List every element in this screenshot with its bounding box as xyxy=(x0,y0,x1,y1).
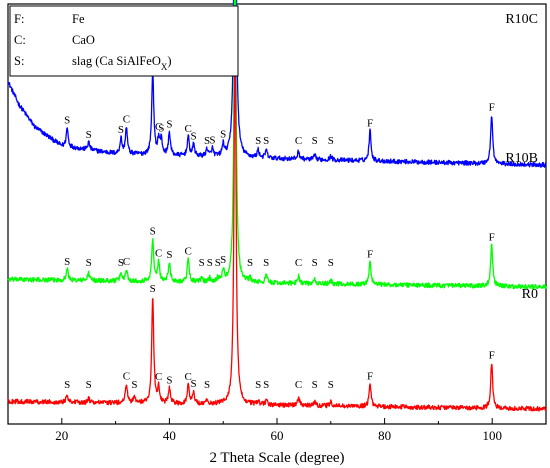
peak-label: C xyxy=(295,379,302,391)
series-layer: R10C R10B R0 xyxy=(7,0,547,412)
peak-label: C xyxy=(295,135,302,147)
peak-label: S xyxy=(166,375,172,387)
series-name-label: R0 xyxy=(522,287,538,302)
legend-suffix: ) xyxy=(167,54,171,68)
legend-subscript: X xyxy=(161,62,168,72)
peak-label: S xyxy=(199,257,205,269)
peak-label: C xyxy=(155,248,162,260)
peak-label: S xyxy=(215,257,221,269)
legend-key: F: xyxy=(14,12,24,26)
peak-label: S xyxy=(328,379,334,391)
peak-label: S xyxy=(158,122,164,134)
x-axis-label: 2 Theta Scale (degree) xyxy=(209,450,344,466)
series-r10c: R10C xyxy=(7,0,547,168)
peak-label: S xyxy=(328,257,334,269)
series-r0: R0 xyxy=(7,24,547,412)
legend-entry: Fe xyxy=(72,12,85,26)
peak-label: F xyxy=(367,371,373,383)
peak-label: C xyxy=(123,256,130,268)
peak-label: C xyxy=(155,371,162,383)
peak-label: C xyxy=(123,113,130,125)
peak-label: F xyxy=(489,231,495,243)
peak-label: S xyxy=(209,135,215,147)
peak-label: S xyxy=(263,135,269,147)
x-tick-label: 60 xyxy=(271,428,284,443)
x-tick-label: 80 xyxy=(378,428,391,443)
legend: F: Fe C: CaO S: slag (Ca SiAlFeOX) xyxy=(9,5,239,77)
peak-label: S xyxy=(207,257,213,269)
peak-label: S xyxy=(86,257,92,269)
series-r10b: R10B xyxy=(7,0,547,290)
x-tick-label: 40 xyxy=(163,428,176,443)
series-line xyxy=(7,0,547,290)
peak-label: S xyxy=(312,257,318,269)
peak-label: S xyxy=(255,135,261,147)
peak-label: S xyxy=(166,249,172,261)
series-name-label: R10B xyxy=(505,151,538,166)
peak-label: F xyxy=(489,101,495,113)
peak-label: F xyxy=(367,117,373,129)
peak-label: S xyxy=(150,226,156,238)
peak-label: S xyxy=(64,379,70,391)
series-name-label: R10C xyxy=(505,12,538,27)
peak-label: C xyxy=(295,257,302,269)
x-tick-label: 100 xyxy=(482,428,502,443)
peak-label: S xyxy=(312,379,318,391)
peak-label: S xyxy=(328,135,334,147)
x-axis-ticks: 20 40 60 80 100 xyxy=(55,418,502,443)
legend-key: S: xyxy=(14,54,24,68)
peak-label: S xyxy=(131,379,137,391)
legend-entry: CaO xyxy=(72,33,95,47)
legend-box xyxy=(9,5,239,77)
peak-label: S xyxy=(191,378,197,390)
peak-label: C xyxy=(123,371,130,383)
peak-label: S xyxy=(86,379,92,391)
series-line xyxy=(7,0,547,168)
peak-label: S xyxy=(191,130,197,142)
peak-label: C xyxy=(185,246,192,258)
peak-label: S xyxy=(204,379,210,391)
peak-label: S xyxy=(220,129,226,141)
series-line xyxy=(7,24,547,412)
legend-entry: slag (Ca SiAlFeOX) xyxy=(72,54,172,72)
peak-label: S xyxy=(204,135,210,147)
peak-label: S xyxy=(118,257,124,269)
peak-label: F xyxy=(367,249,373,261)
peak-label: S xyxy=(150,283,156,295)
legend-key: C: xyxy=(14,33,26,47)
peak-label: S xyxy=(86,129,92,141)
peak-label: S xyxy=(220,254,226,266)
peak-label: S xyxy=(255,379,261,391)
peak-label: S xyxy=(263,257,269,269)
peak-label: S xyxy=(312,135,318,147)
peak-label: S xyxy=(64,115,70,127)
peak-label: C xyxy=(155,121,162,133)
peak-label: S xyxy=(118,124,124,136)
peak-label: C xyxy=(185,371,192,383)
peak-label: S xyxy=(263,379,269,391)
peak-label: S xyxy=(247,257,253,269)
peak-label: C xyxy=(185,123,192,135)
x-tick-label: 20 xyxy=(55,428,68,443)
peak-label: S xyxy=(166,118,172,130)
peak-label: F xyxy=(489,350,495,362)
peak-label: S xyxy=(64,256,70,268)
